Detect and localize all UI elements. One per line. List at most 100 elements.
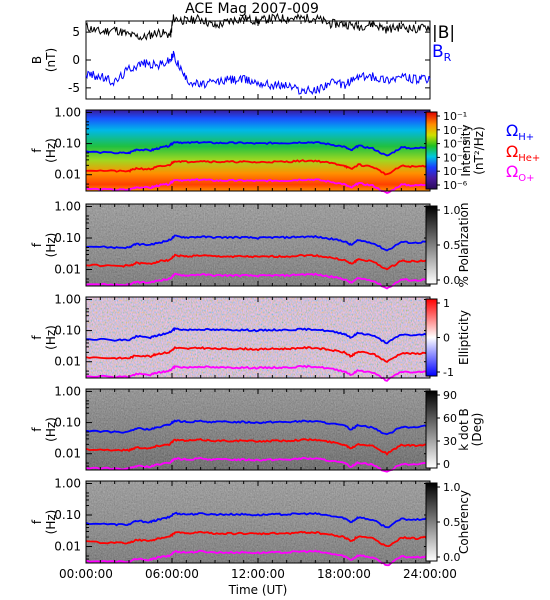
y-tick-label: 1.00 xyxy=(54,384,81,398)
colorbar-tick-label: 30 xyxy=(443,435,457,448)
y-axis-label: B xyxy=(30,56,44,64)
series-line-bmag xyxy=(85,12,431,41)
y-axis-unit: (nT) xyxy=(44,48,58,72)
y-tick-label: 5 xyxy=(72,25,80,39)
colorbar-unit: (Deg) xyxy=(470,413,484,447)
y-tick-label: -5 xyxy=(68,81,80,95)
gyrofrequency-line-o xyxy=(85,549,431,567)
legend-omega-he: ΩHe+ xyxy=(506,142,540,164)
colorbar-tick-label: 0.0 xyxy=(443,274,461,287)
legend-omega-h-sub: H+ xyxy=(518,132,534,143)
gyrofrequency-line-h xyxy=(85,511,431,529)
y-tick-label: 1.00 xyxy=(54,476,81,490)
y-tick-label: 0 xyxy=(72,53,80,67)
y-axis-unit: (Hz) xyxy=(44,417,58,442)
colorbar-tick-label: 1.0 xyxy=(443,481,461,494)
colorbar xyxy=(425,390,438,469)
colorbar-label: k dot B xyxy=(457,408,471,450)
legend-omega-o-sym: Ω xyxy=(506,162,518,181)
panel-k-dot-b: 1.00 0.10 0.01 f (Hz) 90 60 30 0 k dot B (Deg) xyxy=(30,384,484,473)
y-tick-label: 0.10 xyxy=(54,137,81,151)
colorbar-label: Coherency xyxy=(457,490,471,554)
spectrogram-texture xyxy=(86,389,430,470)
colorbar xyxy=(425,205,438,285)
gyrofrequency-line-he xyxy=(85,253,431,271)
x-tick-label: 18:00:00 xyxy=(317,567,371,581)
series-line-br xyxy=(85,50,431,96)
panel--polarization: 1.00 0.10 0.01 f (Hz) 1.0 0.5 0.0% Polarization xyxy=(30,199,471,290)
legend-omega-o: ΩO+ xyxy=(506,162,534,184)
colorbar-tick-label: 1 xyxy=(443,297,450,310)
y-axis-unit: (Hz) xyxy=(44,510,58,535)
colorbar-tick-label: 90 xyxy=(443,389,457,402)
gyrofrequency-line-he xyxy=(85,346,431,363)
colorbar-unit: (nT²/Hz) xyxy=(472,126,486,174)
gyrofrequency-line-h xyxy=(85,419,431,436)
gyrofrequency-line-he xyxy=(85,159,431,176)
gyrofrequency-line-h xyxy=(85,327,431,345)
b-field-legend: |B| BR xyxy=(432,23,455,64)
colorbar-tick-label: 10⁻³ xyxy=(443,138,467,151)
x-tick-label: 24:00:00 xyxy=(403,567,457,581)
legend-omega-he-sub: He+ xyxy=(518,153,540,164)
y-tick-label: 0.01 xyxy=(54,168,81,182)
y-axis-unit: (Hz) xyxy=(44,138,58,163)
panel-intensity: 1.00 0.10 0.01 f (Hz) 10⁻¹10⁻²10⁻³10⁻⁴10⁻⁵10⁻… xyxy=(30,105,486,194)
legend-omega-o-sub: O+ xyxy=(518,173,534,184)
y-tick-label: 1.00 xyxy=(54,292,81,306)
y-tick-label: 0.10 xyxy=(54,231,81,245)
y-tick-label: 0.01 xyxy=(54,355,81,369)
colorbar-tick-label: 10⁻² xyxy=(443,124,467,137)
legend-br-main: B xyxy=(432,42,444,62)
gyrofrequency-line-h xyxy=(85,140,431,157)
y-tick-label: 0.01 xyxy=(54,263,81,277)
gyrofrequency-line-o xyxy=(85,272,431,290)
colorbar-tick-label: -1 xyxy=(443,366,454,379)
y-tick-label: 0.01 xyxy=(54,447,81,461)
y-axis-unit: (Hz) xyxy=(44,325,58,350)
colorbar xyxy=(425,298,438,377)
colorbar-tick-label: 10⁻¹ xyxy=(443,110,467,123)
colorbar-label: Ellipticity xyxy=(457,310,471,365)
spectrogram-texture xyxy=(86,204,430,286)
y-axis-label: f xyxy=(30,335,44,340)
gyrofrequency-line-he xyxy=(85,530,431,548)
gyro-legend: ΩH+ ΩHe+ ΩO+ xyxy=(506,121,540,184)
y-tick-label: 0.01 xyxy=(54,540,81,554)
gyrofrequency-line-o xyxy=(85,456,431,473)
y-tick-label: 1.00 xyxy=(54,105,81,119)
plot-frame xyxy=(85,20,431,100)
legend-br-sub: R xyxy=(444,51,452,64)
colorbar-label: % Polarization xyxy=(457,203,471,288)
colorbar-label: Intensity xyxy=(459,124,473,176)
x-tick-label: 00:00:00 xyxy=(59,567,113,581)
x-tick-label: 06:00:00 xyxy=(145,567,199,581)
x-axis: 00:00:00 06:00:00 12:00:00 18:00:00 24:0… xyxy=(59,567,457,597)
legend-br: BR xyxy=(432,42,452,64)
gyrofrequency-line-o xyxy=(85,364,431,382)
gyrofrequency-line-he xyxy=(85,437,431,456)
colorbar-tick-label: 10⁻⁶ xyxy=(443,179,468,192)
gyrofrequency-line-o xyxy=(85,178,431,194)
x-axis-label: Time (UT) xyxy=(228,583,288,597)
y-tick-label: 0.10 xyxy=(54,416,81,430)
colorbar-tick-label: 0 xyxy=(443,458,450,471)
y-tick-label: 0.10 xyxy=(54,324,81,338)
colorbar-tick-label: 0.0 xyxy=(443,551,461,564)
y-axis-label: f xyxy=(30,148,44,153)
y-tick-label: 0.10 xyxy=(54,508,81,522)
y-axis-label: f xyxy=(30,427,44,432)
chart-title: ACE Mag 2007-009 xyxy=(185,1,319,17)
legend-omega-h-sym: Ω xyxy=(506,121,518,140)
panel-bfield: -5 0 5 B (nT) xyxy=(30,12,431,100)
gyrofrequency-line-h xyxy=(85,234,431,252)
legend-omega-he-sym: Ω xyxy=(506,142,518,161)
colorbar-tick-label: 0 xyxy=(443,332,450,345)
colorbar-tick-label: 0.5 xyxy=(443,516,461,529)
y-axis-unit: (Hz) xyxy=(44,233,58,258)
colorbar-tick-label: 60 xyxy=(443,412,457,425)
y-axis-label: f xyxy=(30,519,44,524)
